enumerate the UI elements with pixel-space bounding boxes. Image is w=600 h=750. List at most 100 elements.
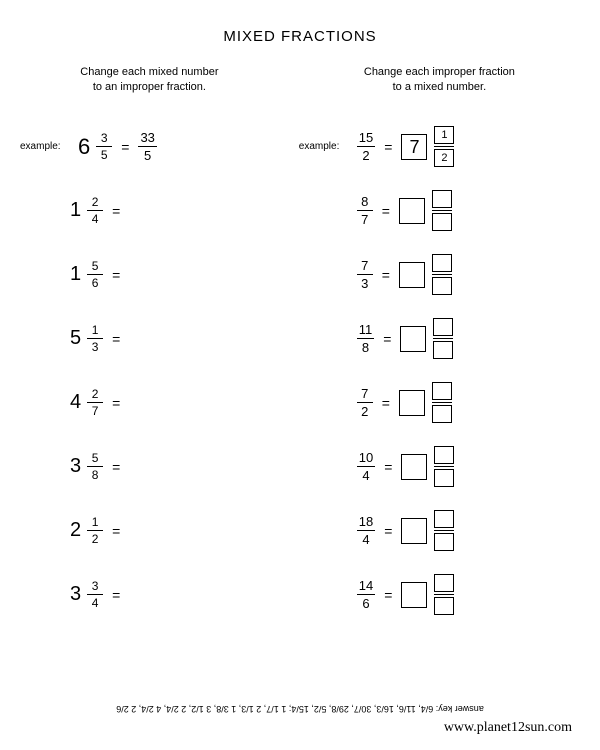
problem-fraction: 12: [87, 515, 103, 546]
answer-whole-box[interactable]: [401, 454, 427, 480]
answer-whole-box[interactable]: [399, 198, 425, 224]
problem-num: 18: [357, 514, 375, 529]
problem-whole: 1: [70, 263, 81, 286]
example-ans-num: 33: [138, 130, 156, 145]
answer-den-box[interactable]: [434, 469, 454, 487]
left-problem-row: 358=: [20, 436, 279, 498]
fraction-bar: [357, 530, 375, 531]
right-problem-row: 72=: [299, 372, 580, 434]
left-problem-row: 212=: [20, 500, 279, 562]
answer-num-box[interactable]: 1: [434, 126, 454, 144]
problem-fraction: 73: [357, 258, 373, 291]
fraction-bar: [87, 530, 103, 531]
problem-num: 5: [90, 451, 101, 465]
problem-fraction: 118: [357, 322, 375, 355]
answer-num-box[interactable]: [434, 510, 454, 528]
answer-den-box[interactable]: [432, 213, 452, 231]
answer-num-box[interactable]: [434, 446, 454, 464]
equals-sign: =: [384, 459, 392, 475]
answer-fraction-boxes: [432, 190, 452, 231]
problem-whole: 1: [70, 199, 81, 222]
equals-sign: =: [112, 203, 120, 219]
answer-key-label: answer key:: [436, 704, 484, 714]
equals-sign: =: [112, 395, 120, 411]
problem-num: 11: [357, 322, 375, 337]
answer-num-box[interactable]: [432, 190, 452, 208]
problem-den: 2: [90, 532, 101, 546]
left-problem-row: 334=: [20, 564, 279, 626]
answer-key: answer key: 6/4, 11/6, 16/3, 30/7, 29/8,…: [0, 704, 600, 714]
fraction-bar: [87, 402, 103, 403]
answer-key-text: 6/4, 11/6, 16/3, 30/7, 29/8, 5/2, 15/4; …: [116, 704, 433, 714]
fraction-bar: [433, 338, 453, 339]
right-problem-row: 184=: [299, 500, 580, 562]
answer-num-box[interactable]: [432, 382, 452, 400]
left-example-row: example: 6 3 5 = 33 5: [20, 116, 279, 178]
answer-den-box[interactable]: [434, 533, 454, 551]
answer-den-box[interactable]: [432, 405, 452, 423]
problem-whole: 4: [70, 391, 81, 414]
example-fraction: 15 2: [357, 130, 375, 163]
problem-fraction: 87: [357, 194, 373, 227]
right-problem-row: 73=: [299, 244, 580, 306]
problem-den: 8: [360, 340, 371, 355]
example-label: example:: [20, 141, 78, 152]
answer-num-box[interactable]: [434, 574, 454, 592]
example-den: 2: [360, 148, 371, 163]
example-label: example:: [299, 141, 357, 152]
problem-den: 7: [90, 404, 101, 418]
answer-whole-box[interactable]: [400, 326, 426, 352]
problem-den: 6: [90, 276, 101, 290]
problem-den: 4: [90, 596, 101, 610]
answer-whole-box[interactable]: [399, 262, 425, 288]
fraction-bar: [87, 274, 103, 275]
answer-num-box[interactable]: [432, 254, 452, 272]
fraction-bar: [357, 402, 373, 403]
example-fraction: 3 5: [96, 131, 112, 162]
problem-fraction: 27: [87, 387, 103, 418]
answer-den-box[interactable]: [434, 597, 454, 615]
answer-fraction-boxes: [432, 254, 452, 295]
fraction-bar: [432, 402, 452, 403]
problem-fraction: 56: [87, 259, 103, 290]
answer-num-box[interactable]: [433, 318, 453, 336]
fraction-bar: [434, 594, 454, 595]
problem-den: 8: [90, 468, 101, 482]
fraction-bar: [87, 210, 103, 211]
fraction-bar: [357, 146, 375, 147]
problem-num: 7: [359, 258, 370, 273]
problem-den: 7: [359, 212, 370, 227]
equals-sign: =: [383, 331, 391, 347]
fraction-bar: [434, 530, 454, 531]
right-problem-row: 118=: [299, 308, 580, 370]
fraction-bar: [138, 146, 156, 147]
answer-whole-box[interactable]: [399, 390, 425, 416]
right-instruction: Change each improper fraction to a mixed…: [299, 65, 580, 96]
example-num: 3: [99, 131, 110, 145]
left-problem-row: 513=: [20, 308, 279, 370]
problem-fraction: 58: [87, 451, 103, 482]
left-instruction-line2: to an improper fraction.: [93, 81, 206, 93]
answer-den-box[interactable]: [432, 277, 452, 295]
fraction-bar: [87, 594, 103, 595]
problem-whole: 2: [70, 519, 81, 542]
answer-whole-box[interactable]: [401, 582, 427, 608]
problem-num: 10: [357, 450, 375, 465]
fraction-bar: [357, 210, 373, 211]
answer-fraction-boxes: [433, 318, 453, 359]
example-ans-den: 5: [142, 148, 153, 163]
problem-den: 6: [360, 596, 371, 611]
problem-fraction: 34: [87, 579, 103, 610]
fraction-bar: [96, 146, 112, 147]
answer-fraction-boxes: [434, 446, 454, 487]
answer-whole-box[interactable]: 7: [401, 134, 427, 160]
answer-fraction-boxes: [434, 510, 454, 551]
problem-num: 7: [359, 386, 370, 401]
left-problem-row: 4 27 =: [20, 372, 279, 434]
example-answer-fraction: 33 5: [138, 130, 156, 163]
left-instruction: Change each mixed number to an improper …: [20, 65, 279, 96]
answer-den-box[interactable]: 2: [434, 149, 454, 167]
answer-whole-box[interactable]: [401, 518, 427, 544]
website-url: www.planet12sun.com: [444, 720, 572, 736]
answer-den-box[interactable]: [433, 341, 453, 359]
